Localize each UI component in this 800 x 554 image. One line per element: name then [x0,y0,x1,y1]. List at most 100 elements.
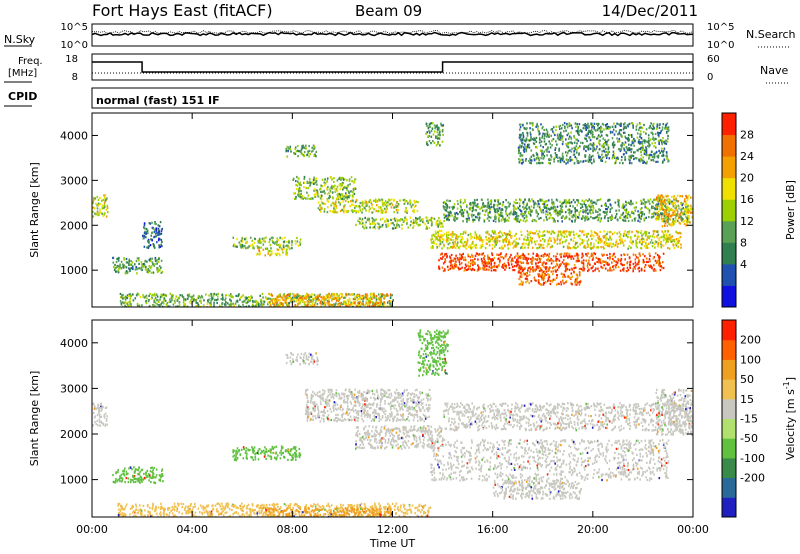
velocity-region-5 [355,425,444,450]
nsearch-label: N.Search [746,28,796,41]
power-ytick-label-1: 2000 [60,219,88,232]
station-title: Fort Hays East (fitACF) [92,1,273,20]
velocity-colorbar-segment-7 [722,359,736,380]
power-colorbar-tick-2: 20 [740,172,754,185]
power-region-17 [267,292,393,307]
velocity-colorbar-tick-5: -50 [740,432,758,445]
velocity-colorbar-tick-2: 50 [740,373,754,386]
power-colorbar-tick-5: 8 [740,236,747,249]
velocity-region-0 [92,402,108,427]
velocity-colorbar-segment-5 [722,398,736,419]
noise-right-tick-top: 10^5 [707,22,734,33]
freq-panel-frame [91,53,694,81]
velocity-region-4 [304,388,432,423]
velocity-colorbar-frame [721,319,737,518]
nave-tick-bottom: 0 [707,72,713,83]
noise-left-tick-top: 10^5 [61,22,88,33]
power-colorbar-frame [721,112,737,308]
power-region-9 [425,122,445,147]
noise-series [91,30,694,37]
power-region-6 [292,175,357,201]
freq-tick-top: 18 [65,54,78,65]
velocity-colorbar-segment-9 [722,320,736,341]
velocity-xtick-label-5: 20:00 [577,523,609,536]
power-colorbar-segment-2 [722,242,736,265]
velocity-region-7 [430,438,670,482]
noise-left-tick-bottom: 10^0 [61,40,88,51]
power-cells [92,122,693,307]
velocity-colorbar-segment-4 [722,418,736,439]
freq-series-line [92,61,693,73]
power-ytick-label-2: 3000 [60,174,88,187]
velocity-ytick-label-2: 3000 [60,382,88,395]
power-region-2 [142,221,164,249]
power-colorbar-tick-0: 28 [740,129,754,142]
velocity-xtick-label-0: 00:00 [76,523,108,536]
velocity-ytick-label-0: 1000 [60,474,88,487]
power-region-7 [317,198,419,214]
velocity-colorbar-segment-3 [722,438,736,459]
power-colorbar-segment-4 [722,199,736,222]
power-region-8 [355,216,444,230]
power-region-13 [442,198,690,223]
power-region-4 [256,247,288,257]
power-ytick-label-0: 1000 [60,264,88,277]
power-colorbar-segment-3 [722,220,736,243]
power-colorbar-segment-7 [722,134,736,157]
power-colorbar-segment-0 [722,285,736,308]
velocity-region-8 [492,479,582,500]
cpid-label: CPID [8,90,37,103]
velocity-xtick-label-2: 08:00 [276,523,308,536]
velocity-region-9 [443,402,690,432]
freq-label-line2: [MHz] [8,68,37,79]
power-colorbar-segment-8 [722,113,736,136]
power-colorbar-label: Power [dB] [784,180,797,240]
velocity-colorbar-tick-0: 200 [740,334,761,347]
nsky-label: N.Sky [4,33,36,46]
velocity-colorbar-tick-7: -200 [740,472,765,485]
power-colorbar-tick-3: 16 [740,193,754,206]
velocity-colorbar-segment-0 [722,497,736,518]
velocity-colorbar-segment-2 [722,457,736,479]
freq-label-line1: Freq. [18,56,43,67]
velocity-ytick-label-3: 4000 [60,337,88,350]
power-region-0 [92,194,109,218]
power-plot-background [92,113,693,307]
velocity-ylabel: Slant Range [km] [28,371,41,467]
power-region-14 [517,122,670,165]
beam-title: Beam 09 [355,2,422,20]
velocity-region-3 [285,352,319,366]
velocity-xtick-label-4: 16:00 [477,523,509,536]
power-colorbar-tick-4: 12 [740,215,754,228]
velocity-colorbar-segment-6 [722,379,736,400]
power-region-5 [285,144,317,158]
velocity-region-10 [655,388,693,437]
power-colorbar-segment-1 [722,263,736,286]
freq-series [92,61,693,74]
noise-panel-frame [91,23,694,47]
power-region-12 [517,270,582,286]
velocity-colorbar-tick-1: 100 [740,353,761,366]
power-region-11 [438,252,665,273]
velocity-colorbar-label-close: ] [784,377,797,381]
power-region-10 [430,229,682,250]
velocity-colorbar-tick-3: 15 [740,393,754,406]
velocity-region-6 [417,329,449,377]
power-region-1 [112,256,164,275]
power-colorbar-segment-5 [722,177,736,200]
nsearch-series-line [91,30,694,34]
power-region-15 [655,194,693,228]
velocity-colorbar-tick-6: -100 [740,452,765,465]
velocity-region-2 [232,445,302,462]
cpid-panel-frame [91,87,694,109]
velocity-xtick-label-3: 12:00 [377,523,409,536]
power-panel: 1000 2000 3000 4000 Slant Range [km] 28 24 20 16… [28,112,797,308]
power-ylabel: Slant Range [km] [28,162,41,258]
velocity-colorbar-tick-4: -15 [740,413,758,426]
power-region-3 [232,236,302,250]
cpid-text: normal (fast) 151 IF [96,94,220,107]
velocity-xtick-label-6: 00:00 [677,523,709,536]
power-colorbar-segment-6 [722,156,736,179]
date-title: 14/Dec/2011 [602,2,698,20]
